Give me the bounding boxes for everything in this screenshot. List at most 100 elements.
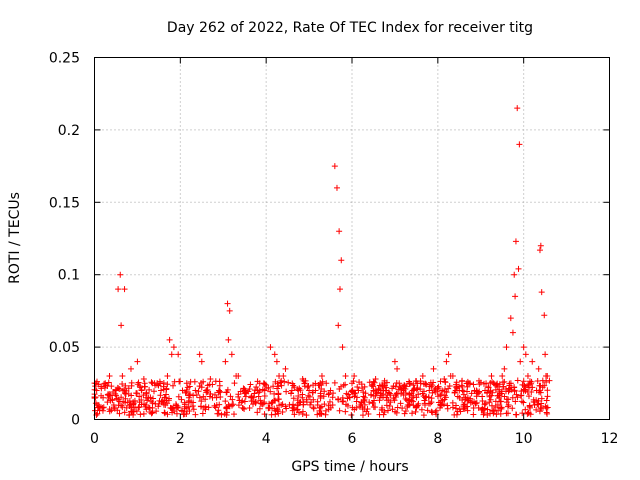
data-point (129, 408, 136, 415)
data-point (128, 404, 135, 411)
data-point (401, 385, 408, 392)
data-point (438, 402, 445, 409)
data-point (224, 300, 231, 307)
data-point (511, 384, 518, 391)
data-point (223, 405, 230, 412)
data-point (517, 358, 524, 365)
y-tick-label: 0.2 (58, 123, 80, 139)
data-point (119, 387, 126, 394)
data-point (402, 407, 409, 414)
data-point (511, 387, 518, 394)
data-point (345, 391, 352, 398)
data-point (428, 395, 435, 402)
data-point (445, 351, 452, 358)
data-point (428, 408, 435, 415)
data-point (487, 396, 494, 403)
data-point (520, 344, 527, 351)
data-point (186, 397, 193, 404)
data-point (218, 411, 225, 418)
data-point (211, 391, 218, 398)
data-point (117, 271, 124, 278)
data-point (451, 411, 458, 418)
data-point (511, 271, 518, 278)
data-point (369, 381, 376, 388)
data-point (113, 392, 120, 399)
data-point (481, 401, 488, 408)
data-point (374, 389, 381, 396)
data-point (526, 403, 533, 410)
data-point (199, 410, 206, 417)
data-point (476, 381, 483, 388)
data-point (99, 404, 106, 411)
data-point (266, 400, 273, 407)
x-tick-label: 0 (90, 431, 99, 447)
data-points (91, 105, 553, 419)
data-point (397, 400, 404, 407)
data-point (509, 405, 516, 412)
data-point (282, 365, 289, 372)
data-point (143, 389, 150, 396)
x-tick-label: 4 (262, 431, 271, 447)
data-point (274, 407, 281, 414)
data-point (394, 365, 401, 372)
data-point (116, 410, 123, 417)
data-point (318, 373, 325, 380)
data-point (272, 378, 279, 385)
data-point (222, 358, 229, 365)
data-point (100, 404, 107, 411)
data-point (110, 388, 117, 395)
data-point (507, 315, 514, 322)
data-point (231, 411, 238, 418)
data-point (316, 382, 323, 389)
data-point (255, 393, 262, 400)
data-point (119, 373, 126, 380)
data-point (275, 396, 282, 403)
data-point (355, 387, 362, 394)
data-point (467, 399, 474, 406)
data-point (223, 389, 230, 396)
data-point (376, 397, 383, 404)
data-point (172, 401, 179, 408)
data-point (198, 384, 205, 391)
data-point (463, 380, 470, 387)
tick-labels: 0 2 4 6 8 10 12 0 0.05 0.1 0.15 0.2 0.25 (49, 51, 619, 448)
data-point (198, 398, 205, 405)
data-point (360, 389, 367, 396)
data-point (156, 397, 163, 404)
data-point (322, 411, 329, 418)
data-point (317, 404, 324, 411)
data-point (108, 383, 115, 390)
data-point (381, 408, 388, 415)
x-axis-label: GPS time / hours (291, 459, 408, 475)
data-point (456, 406, 463, 413)
data-point (183, 380, 190, 387)
data-point (149, 409, 156, 416)
data-point (173, 410, 180, 417)
data-point (406, 396, 413, 403)
data-point (235, 373, 242, 380)
data-point (198, 358, 205, 365)
data-point (268, 411, 275, 418)
data-point (330, 390, 337, 397)
data-point (453, 402, 460, 409)
data-point (168, 351, 175, 358)
data-point (483, 380, 490, 387)
data-point (279, 408, 286, 415)
data-point (449, 404, 456, 411)
data-point (372, 392, 379, 399)
data-point (102, 382, 109, 389)
data-point (377, 390, 384, 397)
data-point (282, 403, 289, 410)
data-point (500, 383, 507, 390)
data-point (484, 412, 491, 419)
data-point (493, 411, 500, 418)
data-point (453, 384, 460, 391)
data-point (262, 381, 269, 388)
data-point (430, 365, 437, 372)
x-tick-label: 8 (433, 431, 442, 447)
y-tick-label: 0 (71, 413, 80, 429)
data-point (122, 382, 129, 389)
data-point (95, 381, 102, 388)
data-point (105, 379, 112, 386)
data-point (307, 401, 314, 408)
